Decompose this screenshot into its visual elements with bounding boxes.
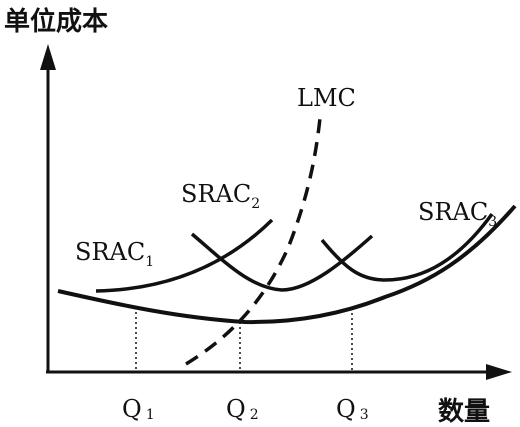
lrac-curve [57, 204, 517, 325]
srac3-label: SRAC3 [418, 198, 497, 230]
srac2-curve [190, 232, 374, 292]
srac2-label: SRAC2 [181, 180, 260, 212]
srac1-curve [95, 218, 274, 293]
y-axis-arrow-icon [40, 44, 56, 70]
x-axis-label: 数量 [438, 397, 490, 427]
lmc-label: LMC [297, 84, 356, 112]
y-axis-label: 单位成本 [4, 6, 108, 37]
lmc-curve [185, 117, 322, 366]
srac1-label: SRAC1 [75, 238, 154, 270]
x-axis-arrow-icon [486, 364, 512, 380]
srac3-curve [320, 212, 494, 282]
